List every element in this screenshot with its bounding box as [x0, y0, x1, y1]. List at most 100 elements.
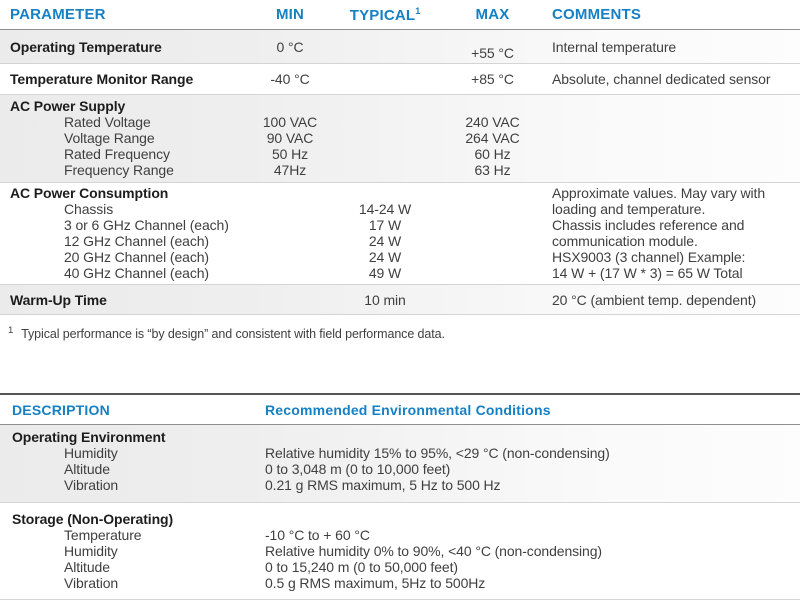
- sub-parameter-name: Frequency Range: [64, 162, 174, 178]
- footnote: 1 Typical performance is “by design” and …: [8, 325, 800, 341]
- group-title: AC Power Supply: [10, 98, 126, 114]
- max-value: +55 °C: [471, 44, 514, 61]
- spec-line: 3 or 6 GHz Channel (each) 17 W: [0, 217, 800, 233]
- env-line: Humidity Relative humidity 15% to 95%, <…: [0, 445, 800, 461]
- spec-line: 12 GHz Channel (each) 24 W: [0, 233, 800, 249]
- column-header-conditions: Recommended Environmental Conditions: [265, 401, 551, 418]
- spec-line: Rated Frequency 50 Hz 60 Hz: [0, 146, 800, 162]
- group-ac-power-supply: AC Power Supply Rated Voltage 100 VAC 24…: [0, 95, 800, 183]
- sub-parameter-name: Humidity: [64, 445, 118, 461]
- env-header-row: DESCRIPTION Recommended Environmental Co…: [0, 395, 800, 425]
- sub-parameter-name: Vibration: [64, 575, 119, 591]
- column-header-typical: TYPICAL1: [330, 6, 440, 24]
- row-warm-up-time: Warm-Up Time 10 min 20 °C (ambient temp.…: [0, 285, 800, 315]
- group-title-row: AC Power Consumption: [0, 185, 800, 201]
- group-title-row: AC Power Supply: [0, 98, 800, 114]
- spec-header-row: PARAMETER MIN TYPICAL1 MAX COMMENTS: [0, 0, 800, 30]
- group-ac-power-consumption: AC Power Consumption Chassis 14-24 W 3 o…: [0, 183, 800, 285]
- typical-value: 10 min: [364, 291, 406, 308]
- typical-value: 14-24 W: [358, 201, 412, 217]
- condition-value: 0 to 3,048 m (0 to 10,000 feet): [265, 461, 451, 477]
- env-line: Temperature -10 °C to + 60 °C: [0, 527, 800, 543]
- condition-value: Relative humidity 15% to 95%, <29 °C (no…: [265, 445, 610, 461]
- min-value: 100 VAC: [262, 114, 318, 130]
- column-header-parameter: PARAMETER: [10, 6, 106, 23]
- min-value: 47Hz: [273, 162, 307, 178]
- sub-parameter-name: 12 GHz Channel (each): [64, 233, 209, 249]
- typical-value: 24 W: [368, 249, 402, 265]
- comment-text: Internal temperature: [552, 38, 677, 55]
- sub-parameter-name: Altitude: [64, 559, 110, 575]
- footnote-text: Typical performance is “by design” and c…: [21, 327, 445, 342]
- group-comment-block: Approximate values. May vary with loadin…: [552, 185, 765, 281]
- comment-line: HSX9003 (3 channel) Example:: [552, 249, 746, 265]
- sub-parameter-name: 40 GHz Channel (each): [64, 265, 209, 281]
- environmental-table: DESCRIPTION Recommended Environmental Co…: [0, 393, 800, 600]
- sub-parameter-name: Rated Voltage: [64, 114, 151, 130]
- group-storage-non-operating: Storage (Non-Operating) Temperature -10 …: [0, 503, 800, 600]
- condition-value: 0.21 g RMS maximum, 5 Hz to 500 Hz: [265, 477, 501, 493]
- comment-line: Chassis includes reference and: [552, 217, 745, 233]
- group-title-row: Operating Environment: [0, 429, 800, 445]
- sub-parameter-name: Humidity: [64, 543, 118, 559]
- max-value: 60 Hz: [474, 146, 511, 162]
- max-value: 264 VAC: [465, 130, 520, 146]
- max-value: 240 VAC: [465, 114, 520, 130]
- min-value: 50 Hz: [271, 146, 309, 162]
- env-line: Vibration 0.5 g RMS maximum, 5Hz to 500H…: [0, 575, 800, 591]
- min-value: 90 VAC: [266, 130, 314, 146]
- spec-line: Frequency Range 47Hz 63 Hz: [0, 162, 800, 178]
- spec-line: Chassis 14-24 W: [0, 201, 800, 217]
- comment-text: Absolute, channel dedicated sensor: [552, 71, 771, 87]
- condition-value: 0.5 g RMS maximum, 5Hz to 500Hz: [265, 575, 486, 591]
- sub-parameter-name: Rated Frequency: [64, 146, 170, 162]
- specifications-table: PARAMETER MIN TYPICAL1 MAX COMMENTS Oper…: [0, 0, 800, 315]
- spec-line: Rated Voltage 100 VAC 240 VAC: [0, 114, 800, 130]
- comment-text: 20 °C (ambient temp. dependent): [552, 291, 757, 308]
- group-title: Operating Environment: [12, 429, 166, 445]
- footnote-reference-superscript: 1: [415, 5, 421, 16]
- sub-parameter-name: Altitude: [64, 461, 110, 477]
- env-line: Humidity Relative humidity 0% to 90%, <4…: [0, 543, 800, 559]
- typical-value: 24 W: [368, 233, 402, 249]
- condition-value: 0 to 15,240 m (0 to 50,000 feet): [265, 559, 458, 575]
- max-value: 63 Hz: [474, 162, 511, 178]
- sub-parameter-name: Chassis: [64, 201, 114, 217]
- typical-value: 49 W: [368, 265, 402, 281]
- min-value: -40 °C: [270, 71, 310, 87]
- column-header-typical-label: TYPICAL: [349, 6, 416, 24]
- sub-parameter-name: Temperature: [64, 527, 142, 543]
- parameter-name: Warm-Up Time: [10, 291, 107, 308]
- min-value: 0 °C: [276, 38, 304, 55]
- column-header-comments: COMMENTS: [552, 6, 642, 23]
- group-title-row: Storage (Non-Operating): [0, 511, 800, 527]
- column-header-description: DESCRIPTION: [12, 401, 110, 418]
- env-line: Vibration 0.21 g RMS maximum, 5 Hz to 50…: [0, 477, 800, 493]
- env-line: Altitude 0 to 3,048 m (0 to 10,000 feet): [0, 461, 800, 477]
- footnote-reference-number: 1: [8, 325, 14, 336]
- typical-value: 17 W: [368, 217, 402, 233]
- row-operating-temperature: Operating Temperature 0 °C +55 °C Intern…: [0, 30, 800, 64]
- column-header-max: MAX: [475, 6, 510, 23]
- comment-line: loading and temperature.: [552, 201, 706, 217]
- row-temperature-monitor-range: Temperature Monitor Range -40 °C +85 °C …: [0, 64, 800, 95]
- parameter-name: Operating Temperature: [10, 38, 162, 55]
- parameter-name: Temperature Monitor Range: [10, 71, 194, 87]
- spec-line: 20 GHz Channel (each) 24 W: [0, 249, 800, 265]
- group-title: AC Power Consumption: [10, 185, 169, 201]
- comment-line: 14 W + (17 W * 3) = 65 W Total: [552, 265, 743, 281]
- max-value: +85 °C: [471, 71, 514, 87]
- sub-parameter-name: 3 or 6 GHz Channel (each): [64, 217, 229, 233]
- sub-parameter-name: Vibration: [64, 477, 119, 493]
- spec-line: Voltage Range 90 VAC 264 VAC: [0, 130, 800, 146]
- sub-parameter-name: 20 GHz Channel (each): [64, 249, 209, 265]
- condition-value: Relative humidity 0% to 90%, <40 °C (non…: [265, 543, 602, 559]
- env-line: Altitude 0 to 15,240 m (0 to 50,000 feet…: [0, 559, 800, 575]
- sub-parameter-name: Voltage Range: [64, 130, 155, 146]
- comment-line: communication module.: [552, 233, 698, 249]
- group-operating-environment: Operating Environment Humidity Relative …: [0, 425, 800, 503]
- spec-line: 40 GHz Channel (each) 49 W: [0, 265, 800, 281]
- comment-line: Approximate values. May vary with: [552, 185, 766, 201]
- column-header-min: MIN: [275, 6, 305, 23]
